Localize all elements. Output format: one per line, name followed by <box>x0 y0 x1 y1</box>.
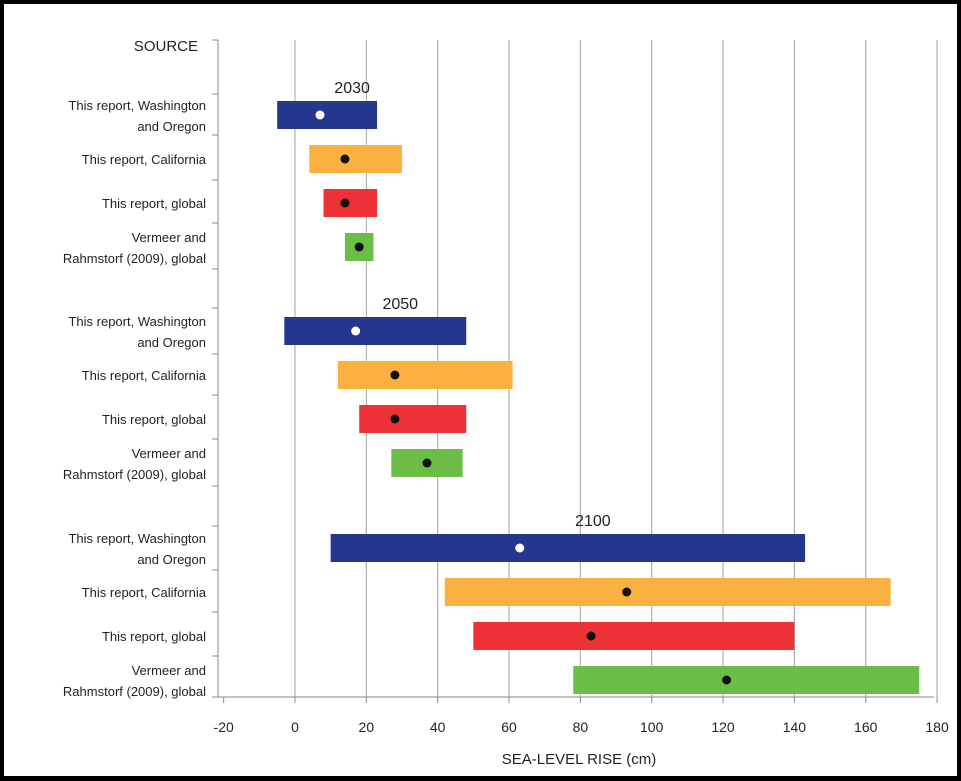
x-tick-label: 120 <box>711 719 735 735</box>
row-label: Vermeer and <box>132 446 206 461</box>
median-marker-2100-vermeer <box>722 675 732 685</box>
range-bar-2050-california <box>337 361 513 389</box>
x-tick-label: 100 <box>640 719 664 735</box>
median-marker-2100-washington_oregon <box>515 543 525 553</box>
median-marker-2050-global <box>390 414 400 424</box>
row-label: This report, California <box>82 368 207 383</box>
x-tick-label: 180 <box>925 719 949 735</box>
row-label: Rahmstorf (2009), global <box>63 251 206 266</box>
source-header: SOURCE <box>134 38 198 55</box>
row-label: Vermeer and <box>132 230 206 245</box>
range-bar-2100-vermeer <box>573 666 920 694</box>
row-label: This report, California <box>82 152 207 167</box>
year-label-2100: 2100 <box>575 513 611 530</box>
x-tick-label: 160 <box>854 719 878 735</box>
median-marker-2050-vermeer <box>422 458 432 468</box>
row-label: This report, Washington <box>68 531 206 546</box>
x-tick-label: 40 <box>430 719 446 735</box>
range-bar-2030-california <box>309 145 403 173</box>
row-label: Rahmstorf (2009), global <box>63 684 206 699</box>
row-label: and Oregon <box>137 552 206 567</box>
row-label: Rahmstorf (2009), global <box>63 467 206 482</box>
median-marker-2030-washington_oregon <box>315 110 325 120</box>
median-marker-2050-washington_oregon <box>351 326 361 336</box>
x-axis-title: SEA-LEVEL RISE (cm) <box>502 751 656 768</box>
median-marker-2100-california <box>622 587 632 597</box>
x-tick-label: 140 <box>783 719 807 735</box>
row-label: This report, global <box>102 196 206 211</box>
x-tick-label: -20 <box>214 719 234 735</box>
row-label: and Oregon <box>137 119 206 134</box>
range-bar-2030-global <box>323 189 378 217</box>
axis-layer: SOURCE SEA-LEVEL RISE (cm) <box>134 38 934 768</box>
x-tick-label: 80 <box>573 719 589 735</box>
range-bar-2030-washington_oregon <box>277 101 378 129</box>
range-bar-2100-global <box>473 622 795 650</box>
x-tick-label: 0 <box>291 719 299 735</box>
x-tick-label: 20 <box>359 719 375 735</box>
row-label: and Oregon <box>137 335 206 350</box>
row-label: This report, Washington <box>68 98 206 113</box>
range-bar-2100-california <box>444 578 891 606</box>
row-label: Vermeer and <box>132 663 206 678</box>
median-marker-2100-global <box>586 631 596 641</box>
bars-layer <box>277 101 920 694</box>
row-label: This report, California <box>82 585 207 600</box>
median-marker-2030-california <box>340 154 350 164</box>
range-bar-2050-washington_oregon <box>284 317 467 345</box>
median-marker-2030-vermeer <box>354 242 364 252</box>
x-tick-label: 60 <box>501 719 517 735</box>
row-label: This report, global <box>102 629 206 644</box>
median-marker-2050-california <box>390 370 400 380</box>
median-marker-2030-global <box>340 198 350 208</box>
range-bar-2050-global <box>359 405 467 433</box>
range-bar-2100-washington_oregon <box>330 534 806 562</box>
ticks-layer: -20 0 20 40 60 80 100 120 140 160 180 <box>214 719 949 735</box>
row-label: This report, global <box>102 412 206 427</box>
row-label: This report, Washington <box>68 314 206 329</box>
sea-level-rise-chart: SOURCE SEA-LEVEL RISE (cm) 2030 This repo… <box>63 38 949 768</box>
year-label-2030: 2030 <box>334 80 370 97</box>
labels-layer: 2030 This report, Washington and Oregon Thi… <box>63 80 611 699</box>
year-label-2050: 2050 <box>382 296 418 313</box>
